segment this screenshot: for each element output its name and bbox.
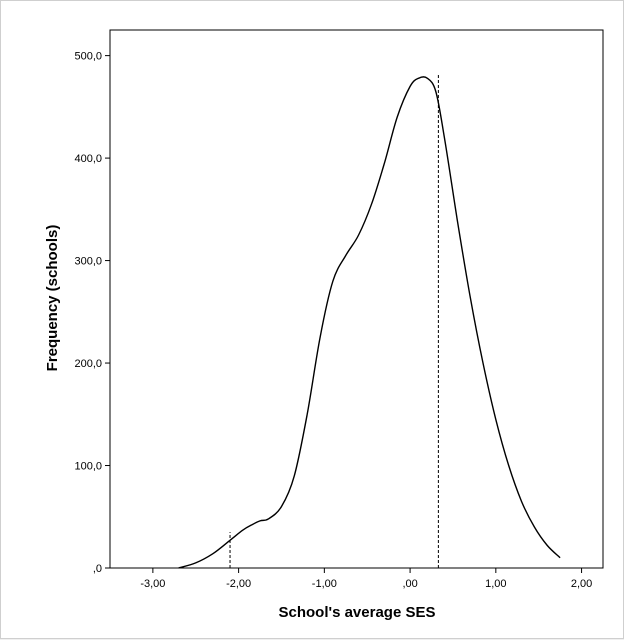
plot-area [109,29,604,569]
y-tick-label: ,0 [93,563,102,575]
y-tick-label: 500,0 [74,51,102,63]
x-tick-label: -1,00 [312,578,337,590]
x-tick-label: 1,00 [485,578,506,590]
y-axis: ,0 100,0 200,0 300,0 400,0 500,0 [74,51,110,575]
reference-lines [229,74,439,568]
y-tick-label: 100,0 [74,461,102,473]
y-tick-label: 400,0 [74,153,102,165]
x-tick-label: ,00 [402,578,417,590]
x-tick-label: 2,00 [571,578,592,590]
y-axis-title: Frequency (schools) [44,225,61,372]
x-axis: -3,00 -2,00 -1,00 ,00 1,00 2,00 [140,568,592,590]
x-axis-title: School's average SES [279,604,436,621]
plot-border [109,29,604,569]
density-curve [178,76,561,569]
x-tick-label: -2,00 [226,578,251,590]
x-tick-label: -3,00 [140,578,165,590]
y-tick-label: 200,0 [74,358,102,370]
series-group [178,76,561,569]
y-tick-label: 300,0 [74,256,102,268]
